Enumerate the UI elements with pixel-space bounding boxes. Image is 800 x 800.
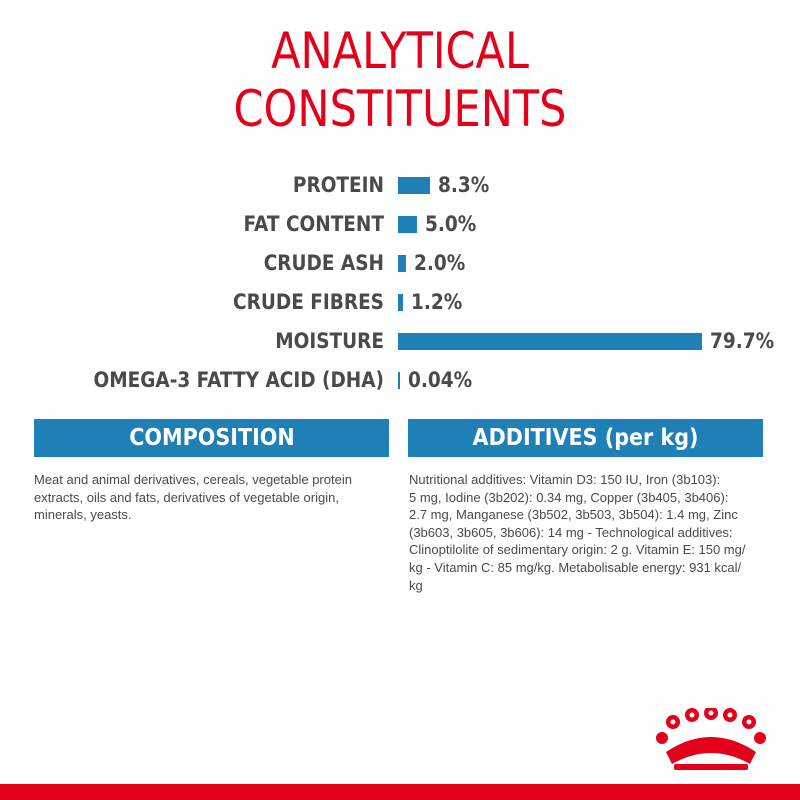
composition-line: minerals, yeasts. — [34, 507, 132, 523]
bar-value-label: 0.04% — [408, 368, 473, 392]
bar-label: FAT CONTENT — [243, 212, 384, 236]
bar-value-label: 1.2% — [410, 290, 462, 314]
title-line-2: CONSTITUENTS — [233, 80, 567, 138]
bar — [398, 372, 400, 389]
bottom-brand-bar — [0, 784, 800, 800]
additives-text: Nutritional additives: Vitamin D3: 150 I… — [409, 471, 779, 594]
additives-heading: ADDITIVES (per kg) — [472, 425, 699, 451]
bar-value-label: 2.0% — [413, 251, 465, 275]
royal-crown-logo-icon — [656, 708, 766, 770]
page-title: ANALYTICAL CONSTITUENTS — [56, 22, 744, 138]
bar — [398, 177, 430, 194]
composition-header: COMPOSITION — [34, 419, 389, 457]
title-line-1: ANALYTICAL — [271, 22, 529, 80]
bar-value-label: 8.3% — [437, 173, 489, 197]
bar-label: MOISTURE — [275, 329, 384, 353]
additives-line: Clinoptilolite of sedimentary origin: 2 … — [409, 542, 746, 558]
bar-value-label: 5.0% — [425, 212, 477, 236]
additives-line: Nutritional additives: Vitamin D3: 150 I… — [409, 472, 721, 487]
bar — [398, 216, 418, 233]
bar-label: PROTEIN — [292, 173, 384, 197]
bar-value-label: 79.7% — [710, 329, 775, 353]
bar — [398, 294, 403, 311]
bar — [398, 333, 702, 350]
composition-text: Meat and animal derivatives, cereals, ve… — [34, 471, 394, 524]
additives-header: ADDITIVES (per kg) — [408, 419, 763, 457]
additives-line: kg — [409, 577, 423, 593]
composition-line: extracts, oils and fats, derivatives of … — [34, 489, 339, 505]
additives-line: 2.7 mg, Manganese (3b502, 3b503, 3b504):… — [409, 507, 738, 523]
additives-line: (3b603, 3b605, 3b606): 14 mg - Technolog… — [409, 524, 733, 540]
additives-line: kg - Vitamin C: 85 mg/kg. Metabolisable … — [409, 559, 742, 575]
additives-line: 5 mg, Iodine (3b202): 0.34 mg, Copper (3… — [409, 489, 729, 505]
bar-label: CRUDE ASH — [263, 251, 384, 275]
bar — [398, 255, 406, 272]
bar-label: OMEGA-3 FATTY ACID (DHA) — [93, 368, 384, 392]
bar-label: CRUDE FIBRES — [233, 290, 384, 314]
composition-heading: COMPOSITION — [128, 425, 295, 451]
constituents-bar-chart: PROTEIN 8.3% FAT CONTENT 5.0% CRUDE ASH 2.0% C… — [0, 168, 800, 408]
composition-line: Meat and animal derivatives, cereals, ve… — [34, 472, 352, 487]
